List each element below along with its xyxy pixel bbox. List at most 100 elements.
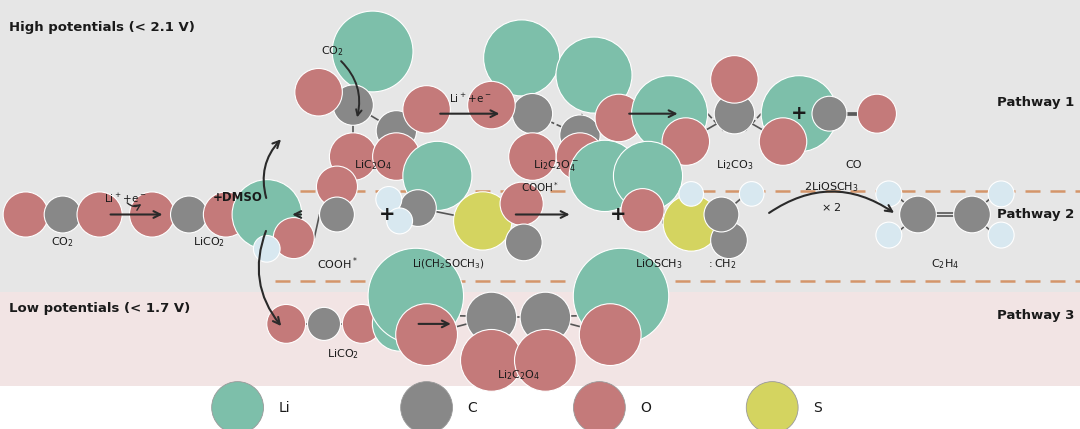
Ellipse shape: [203, 192, 248, 237]
Text: $\times\ 2$: $\times\ 2$: [821, 201, 842, 213]
Ellipse shape: [954, 196, 990, 233]
Ellipse shape: [679, 181, 703, 206]
Text: +DMSO: +DMSO: [213, 191, 262, 204]
Text: $\mathrm{:CH_2}$: $\mathrm{:CH_2}$: [706, 257, 737, 271]
Text: $\mathrm{COOH^*}$: $\mathrm{COOH^*}$: [316, 256, 357, 272]
Ellipse shape: [759, 118, 807, 165]
Text: Li: Li: [279, 401, 291, 414]
Text: S: S: [813, 401, 822, 414]
Text: $\mathrm{2LiOSCH_3}$: $\mathrm{2LiOSCH_3}$: [805, 180, 859, 193]
Ellipse shape: [876, 181, 902, 207]
Ellipse shape: [333, 85, 374, 125]
Text: Pathway 2: Pathway 2: [997, 208, 1075, 221]
Ellipse shape: [467, 292, 516, 343]
Ellipse shape: [395, 304, 458, 366]
Text: $\mathrm{CO_2}$: $\mathrm{CO_2}$: [321, 45, 345, 58]
Text: O: O: [640, 401, 651, 414]
Ellipse shape: [512, 94, 553, 134]
Text: $\mathrm{Li^+\!+\!e^-}$: $\mathrm{Li^+\!+\!e^-}$: [448, 92, 491, 105]
Ellipse shape: [232, 180, 302, 249]
Ellipse shape: [368, 248, 463, 344]
Text: High potentials (< 2.1 V): High potentials (< 2.1 V): [9, 21, 194, 34]
Ellipse shape: [573, 248, 669, 344]
Ellipse shape: [376, 111, 417, 151]
Text: C: C: [468, 401, 477, 414]
Ellipse shape: [704, 197, 739, 232]
Ellipse shape: [858, 94, 896, 133]
Ellipse shape: [662, 118, 710, 165]
Ellipse shape: [171, 196, 207, 233]
Bar: [0, 0, 1080, 292]
Ellipse shape: [400, 190, 436, 227]
Text: $\mathrm{LiOSCH_3}$: $\mathrm{LiOSCH_3}$: [635, 257, 683, 271]
Ellipse shape: [812, 96, 847, 131]
Ellipse shape: [468, 82, 515, 129]
Ellipse shape: [613, 141, 683, 211]
Ellipse shape: [320, 197, 354, 232]
Text: +: +: [378, 205, 395, 224]
Ellipse shape: [711, 222, 747, 259]
Ellipse shape: [900, 196, 936, 233]
Text: $\mathrm{Li_2C_2O_4}$: $\mathrm{Li_2C_2O_4}$: [497, 369, 540, 382]
Ellipse shape: [295, 69, 342, 116]
Ellipse shape: [573, 382, 625, 429]
Ellipse shape: [77, 192, 122, 237]
Ellipse shape: [387, 208, 413, 234]
Ellipse shape: [876, 222, 902, 248]
Ellipse shape: [632, 76, 707, 152]
Bar: [0, 292, 1080, 386]
Ellipse shape: [514, 329, 577, 391]
Ellipse shape: [273, 218, 314, 259]
Ellipse shape: [212, 382, 264, 429]
Ellipse shape: [376, 187, 402, 212]
Ellipse shape: [333, 11, 413, 92]
Text: $\mathrm{LiCO_2}$: $\mathrm{LiCO_2}$: [193, 236, 226, 249]
Ellipse shape: [44, 196, 81, 233]
Text: CO: CO: [845, 160, 862, 170]
Ellipse shape: [988, 181, 1014, 207]
Text: $\mathrm{C_2H_4}$: $\mathrm{C_2H_4}$: [931, 257, 959, 271]
Ellipse shape: [454, 192, 512, 250]
Ellipse shape: [316, 166, 357, 207]
Bar: [0, 386, 1080, 429]
Ellipse shape: [460, 329, 523, 391]
Text: $\mathrm{COOH^*}$: $\mathrm{COOH^*}$: [521, 180, 559, 193]
Ellipse shape: [373, 297, 427, 351]
Ellipse shape: [714, 94, 755, 134]
Ellipse shape: [740, 181, 764, 206]
Ellipse shape: [988, 222, 1014, 248]
Ellipse shape: [556, 37, 632, 113]
Text: $\mathrm{Li_2C_2O_4^-}$: $\mathrm{Li_2C_2O_4^-}$: [534, 158, 579, 172]
Ellipse shape: [401, 382, 453, 429]
Ellipse shape: [761, 76, 837, 152]
Ellipse shape: [711, 56, 758, 103]
Text: $\mathrm{LiC_2O_4}$: $\mathrm{LiC_2O_4}$: [353, 158, 392, 172]
Text: $\mathrm{Li^+\!+\!e^-}$: $\mathrm{Li^+\!+\!e^-}$: [104, 192, 147, 205]
Ellipse shape: [342, 305, 381, 343]
Ellipse shape: [329, 133, 377, 180]
Ellipse shape: [267, 305, 306, 343]
Text: +: +: [791, 104, 808, 123]
Ellipse shape: [403, 141, 472, 211]
Ellipse shape: [569, 140, 640, 211]
Ellipse shape: [521, 292, 570, 343]
Text: $\mathrm{Li(CH_2SOCH_3)}$: $\mathrm{Li(CH_2SOCH_3)}$: [411, 257, 485, 271]
Ellipse shape: [130, 192, 175, 237]
Text: +: +: [609, 205, 626, 224]
Text: $\mathrm{Li_2CO_3}$: $\mathrm{Li_2CO_3}$: [716, 158, 753, 172]
Ellipse shape: [556, 133, 604, 180]
Ellipse shape: [663, 195, 719, 251]
Ellipse shape: [484, 20, 559, 96]
Ellipse shape: [579, 304, 642, 366]
Ellipse shape: [509, 133, 556, 180]
Ellipse shape: [505, 224, 542, 261]
Text: $\mathrm{CO_2}$: $\mathrm{CO_2}$: [51, 236, 75, 249]
Ellipse shape: [746, 382, 798, 429]
Text: $\mathrm{LiCO_2}$: $\mathrm{LiCO_2}$: [327, 347, 360, 361]
Ellipse shape: [254, 236, 280, 262]
Ellipse shape: [621, 189, 664, 232]
Text: Pathway 1: Pathway 1: [997, 97, 1075, 109]
Ellipse shape: [595, 94, 643, 142]
Ellipse shape: [3, 192, 49, 237]
Ellipse shape: [500, 182, 543, 225]
